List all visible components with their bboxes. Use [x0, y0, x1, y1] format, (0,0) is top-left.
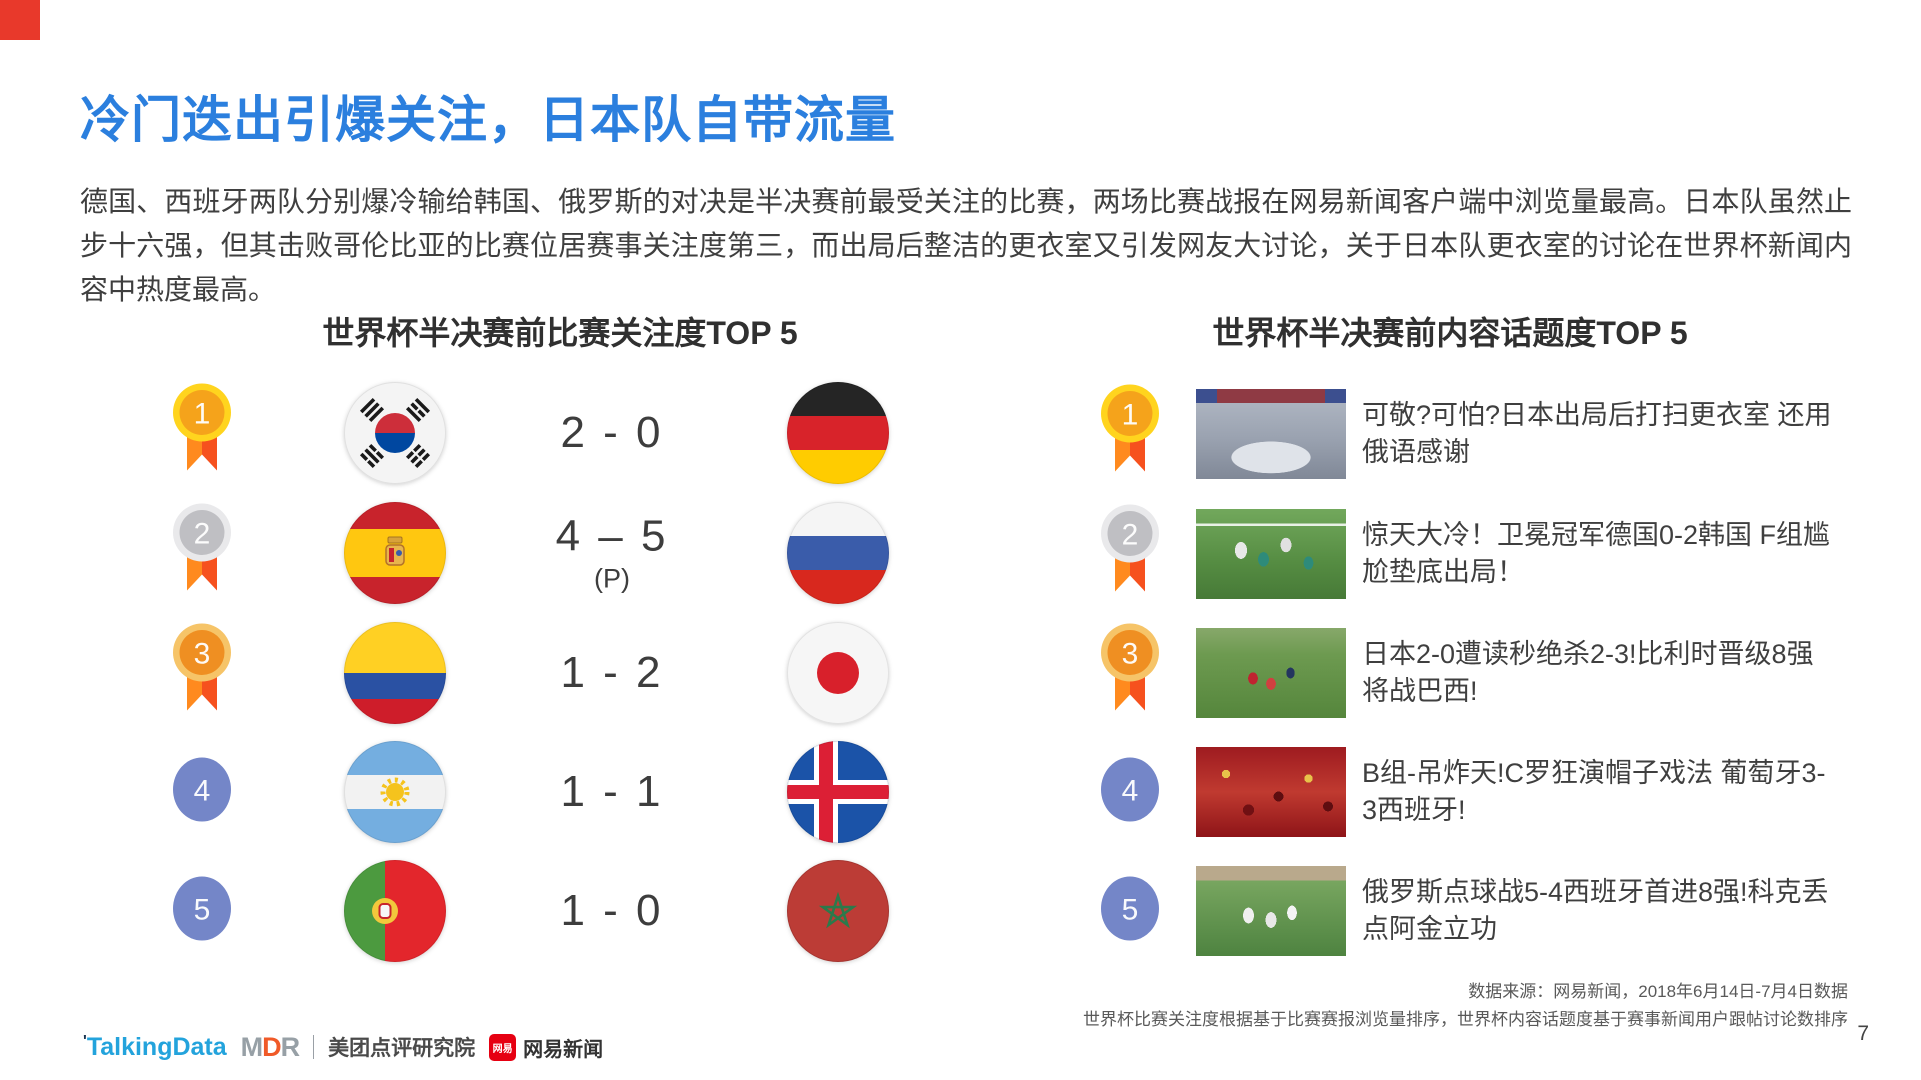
logo-bar: 'TalkingData MDR 美团点评研究院 网易 网易新闻	[83, 1030, 603, 1064]
netease-news-logo: 网易 网易新闻	[489, 1033, 603, 1062]
topic-headline: 惊天大冷！卫冕冠军德国0-2韩国 F组尴尬垫底出局！	[1362, 520, 1831, 587]
page-title: 冷门迭出引爆关注，日本队自带流量	[80, 92, 896, 148]
topic-row-1: 1 可敬?可怕?日本出局后打扫更衣室 还用俄语感谢	[0, 374, 1921, 494]
spain-flag-icon	[343, 501, 447, 605]
match-row-3: 3 1 - 2	[0, 613, 1000, 733]
rank-1-medal-icon: 1	[170, 383, 234, 484]
match-row-1: 1 2 - 0	[0, 373, 1000, 493]
topic-headline: 可敬?可怕?日本出局后打扫更衣室 还用俄语感谢	[1362, 400, 1832, 467]
svg-text:3: 3	[1122, 638, 1139, 671]
left-section-title: 世界杯半决赛前比赛关注度TOP 5	[322, 315, 798, 351]
rank-3-medal-icon: 3	[170, 623, 234, 724]
data-source-note: 数据来源：网易新闻，2018年6月14日-7月4日数据 世界杯比赛关注度根据基于…	[1083, 978, 1848, 1034]
russia-spain-celebration-photo	[1196, 866, 1346, 956]
match-score: 1 - 0	[560, 886, 664, 935]
japan-locker-room-photo	[1196, 389, 1346, 479]
mdr-logo: MDR	[240, 1031, 300, 1062]
topic-row-2: 2 惊天大冷！卫冕冠军德国0-2韩国 F组尴尬垫底出局！	[0, 494, 1921, 614]
rank-4-badge: 4	[170, 755, 234, 830]
svg-text:5: 5	[1122, 894, 1139, 927]
svg-text:1: 1	[194, 398, 211, 431]
russia-flag-icon	[786, 501, 890, 605]
svg-text:2: 2	[194, 518, 211, 551]
topic-row-4: 4 B组-吊炸天!C罗狂演帽子戏法 葡萄牙3-3西班牙!	[0, 732, 1921, 852]
data-source-line-1: 数据来源：网易新闻，2018年6月14日-7月4日数据	[1468, 982, 1848, 1001]
portugal-flag-icon	[343, 859, 447, 963]
netease-icon: 网易	[489, 1033, 517, 1061]
rank-5-badge: 5	[170, 874, 234, 949]
topic-row-5: 5 俄罗斯点球战5-4西班牙首进8强!科克丢点阿金立功	[0, 851, 1921, 971]
argentina-flag-icon	[343, 740, 447, 844]
rank-1-medal-icon: 1	[1098, 384, 1162, 485]
germany-korea-match-photo	[1196, 509, 1346, 599]
corner-accent-square	[0, 0, 40, 40]
talkingdata-logo: 'TalkingData	[83, 1032, 227, 1061]
svg-text:4: 4	[1122, 775, 1139, 808]
colombia-flag-icon	[343, 621, 447, 725]
svg-text:1: 1	[1122, 399, 1139, 432]
iceland-flag-icon	[786, 740, 890, 844]
match-score: 2 - 0	[560, 408, 664, 457]
south-korea-flag-icon	[343, 381, 447, 485]
topic-headline: B组-吊炸天!C罗狂演帽子戏法 葡萄牙3-3西班牙!	[1362, 758, 1826, 825]
page-number: 7	[1857, 1022, 1869, 1045]
topic-headline: 俄罗斯点球战5-4西班牙首进8强!科克丢点阿金立功	[1362, 877, 1829, 944]
match-score: 1 - 2	[560, 648, 664, 697]
logo-divider	[313, 1035, 315, 1059]
rank-3-medal-icon: 3	[1098, 623, 1162, 724]
portugal-spain-fans-photo	[1196, 747, 1346, 837]
svg-text:2: 2	[1122, 519, 1139, 552]
japan-belgium-match-photo	[1196, 628, 1346, 718]
match-score: 4 – 5	[555, 511, 669, 561]
intro-paragraph: 德国、西班牙两队分别爆冷输给韩国、俄罗斯的对决是半决赛前最受关注的比赛，两场比赛…	[80, 186, 1852, 305]
match-row-5: 5 1 - 0	[0, 851, 1000, 971]
match-score: 1 - 1	[560, 767, 664, 816]
topic-row-3: 3 日本2-0遭读秒绝杀2-3!比利时晋级8强将战巴西!	[0, 613, 1921, 733]
svg-text:3: 3	[194, 638, 211, 671]
svg-text:4: 4	[194, 775, 211, 808]
rank-2-medal-icon: 2	[170, 503, 234, 604]
match-row-4: 4 1 - 1	[0, 732, 1000, 852]
svg-text:5: 5	[194, 894, 211, 927]
morocco-flag-icon	[786, 859, 890, 963]
meituan-dianping-research-logo: 美团点评研究院	[328, 1037, 476, 1060]
penalty-note: (P)	[594, 563, 630, 594]
rank-5-badge: 5	[1098, 874, 1162, 949]
japan-flag-icon	[786, 621, 890, 725]
right-section-title: 世界杯半决赛前内容话题度TOP 5	[1212, 315, 1688, 351]
rank-4-badge: 4	[1098, 755, 1162, 830]
rank-2-medal-icon: 2	[1098, 504, 1162, 605]
germany-flag-icon	[786, 381, 890, 485]
match-row-2: 2 4 – 5 (P)	[0, 493, 1000, 613]
data-source-line-2: 世界杯比赛关注度根据基于比赛赛报浏览量排序，世界杯内容话题度基于赛事新闻用户跟帖…	[1083, 1010, 1848, 1029]
topic-headline: 日本2-0遭读秒绝杀2-3!比利时晋级8强将战巴西!	[1362, 639, 1814, 706]
